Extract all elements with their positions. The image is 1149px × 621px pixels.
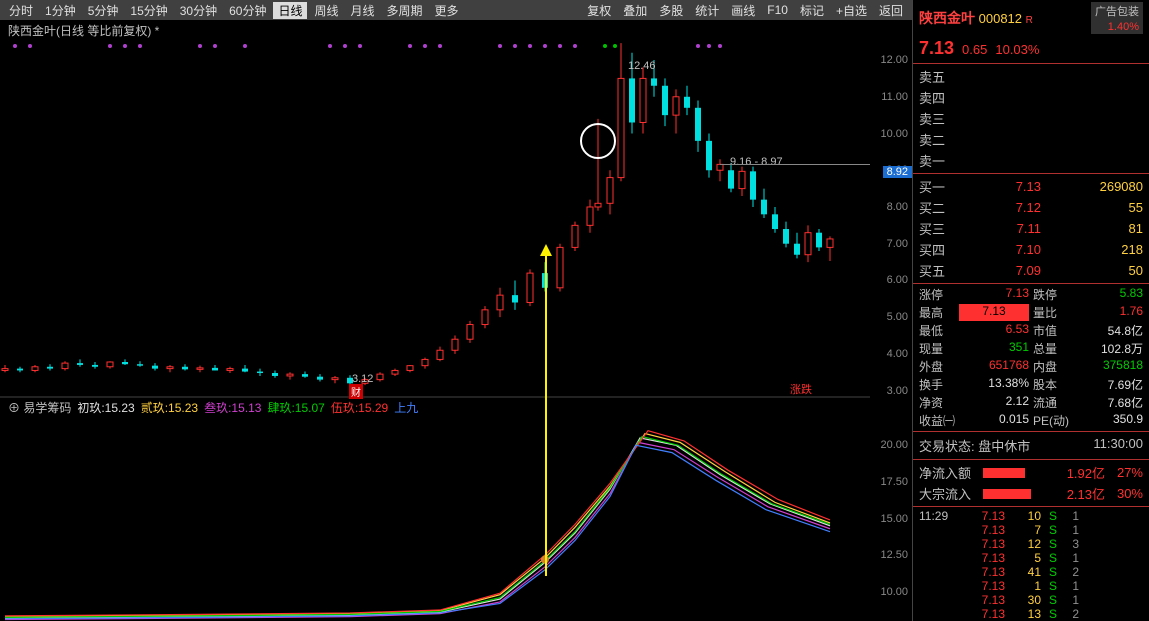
orderbook-row: 买五7.0950 xyxy=(913,260,1149,281)
hl-range-label: 9.16 - 8.97 xyxy=(730,156,783,168)
peak-price-label: 12.46 xyxy=(628,60,656,72)
period-月线[interactable]: 月线 xyxy=(346,2,380,19)
price-change: 0.65 xyxy=(962,42,987,57)
tick-row: 7.135S1 xyxy=(913,551,1149,565)
circle-annotation xyxy=(580,123,616,159)
price-y-axis: 12.0011.0010.009.008.007.006.005.004.003… xyxy=(872,38,912,398)
last-price: 7.13 xyxy=(919,38,954,59)
money-flow-rows: 净流入额1.92亿27%大宗流入2.13亿30% xyxy=(913,462,1149,504)
period-1分钟[interactable]: 1分钟 xyxy=(40,2,81,19)
period-5分钟[interactable]: 5分钟 xyxy=(83,2,124,19)
orderbook-row: 卖一 xyxy=(913,150,1149,171)
stock-code: 000812 xyxy=(979,11,1022,26)
ad-pct: 1.40% xyxy=(1091,20,1143,34)
orderbook-row: 卖三 xyxy=(913,108,1149,129)
stock-name: 陕西金叶 xyxy=(919,10,975,26)
period-分时[interactable]: 分时 xyxy=(4,2,38,19)
orderbook-row: 买三7.1181 xyxy=(913,218,1149,239)
flow-row: 净流入额1.92亿27% xyxy=(913,462,1149,483)
tick-row: 7.131S1 xyxy=(913,579,1149,593)
tool-复权[interactable]: 复权 xyxy=(582,2,616,19)
indicator-legend: ⊕ 易学筹码初玖:15.23贰玖:15.23叁玖:15.13肆玖:15.07伍玖… xyxy=(0,398,912,416)
period-更多[interactable]: 更多 xyxy=(430,2,464,19)
orderbook-row: 卖四 xyxy=(913,87,1149,108)
period-30分钟[interactable]: 30分钟 xyxy=(175,2,222,19)
horizontal-line xyxy=(720,164,870,165)
tick-row: 7.1312S3 xyxy=(913,537,1149,551)
tool-标记[interactable]: 标记 xyxy=(795,2,829,19)
orderbook-row: 买四7.10218 xyxy=(913,239,1149,260)
tool-统计[interactable]: 统计 xyxy=(690,2,724,19)
period-60分钟[interactable]: 60分钟 xyxy=(224,2,271,19)
orderbook-row: 买二7.1255 xyxy=(913,197,1149,218)
indicator-y-axis: 20.0017.5015.0012.5010.00 xyxy=(872,416,912,621)
price-candlestick-chart[interactable]: 12.0011.0010.009.008.007.006.005.004.003… xyxy=(0,38,912,398)
chart-subtitle: 陕西金叶(日线 等比前复权) * xyxy=(0,20,912,38)
ask-levels: 卖五卖四卖三卖二卖一 xyxy=(913,66,1149,171)
indicator-chart[interactable]: 20.0017.5015.0012.5010.00 xyxy=(0,416,912,621)
r-badge: R xyxy=(1026,15,1033,26)
tick-row: 7.1313S2 xyxy=(913,607,1149,621)
tool-+自选[interactable]: +自选 xyxy=(831,2,872,19)
tick-row: 7.137S1 xyxy=(913,523,1149,537)
period-日线[interactable]: 日线 xyxy=(273,2,307,19)
flow-row: 大宗流入2.13亿30% xyxy=(913,483,1149,504)
yellow-arrow-annotation xyxy=(545,256,547,576)
zd-label: 涨跌 xyxy=(790,381,812,397)
orderbook-row: 卖二 xyxy=(913,129,1149,150)
time-period-toolbar: 分时1分钟5分钟15分钟30分钟60分钟日线周线月线多周期更多 复权叠加多股统计画… xyxy=(0,0,912,20)
cai-marker: 财 xyxy=(349,384,363,399)
current-price-badge: 8.92 xyxy=(883,166,912,178)
tool-F10[interactable]: F10 xyxy=(762,3,793,17)
period-多周期[interactable]: 多周期 xyxy=(382,2,428,19)
price-change-pct: 10.03% xyxy=(995,42,1039,57)
tool-返回[interactable]: 返回 xyxy=(874,2,908,19)
ad-label[interactable]: 广告包装 xyxy=(1091,2,1143,20)
tick-row: 7.1341S2 xyxy=(913,565,1149,579)
tick-row: 7.1330S1 xyxy=(913,593,1149,607)
trade-status-row: 交易状态: 盘中休市 11:30:00 xyxy=(913,434,1149,457)
tick-row: 11:297.1310S1 xyxy=(913,509,1149,523)
period-周线[interactable]: 周线 xyxy=(309,2,343,19)
quote-sidebar: 陕西金叶 000812 R 广告包装 1.40% 7.13 0.65 10.03… xyxy=(912,0,1149,621)
stock-stats-grid: 涨停7.13跌停5.83最高7.13量比1.76最低6.53市值54.8亿现量3… xyxy=(913,286,1149,429)
tick-list: 11:297.1310S17.137S17.1312S37.135S17.134… xyxy=(913,509,1149,621)
tool-多股[interactable]: 多股 xyxy=(654,2,688,19)
tool-画线[interactable]: 画线 xyxy=(726,2,760,19)
period-15分钟[interactable]: 15分钟 xyxy=(125,2,172,19)
orderbook-row: 买一7.13269080 xyxy=(913,176,1149,197)
orderbook-row: 卖五 xyxy=(913,66,1149,87)
tool-叠加[interactable]: 叠加 xyxy=(618,2,652,19)
bid-levels: 买一7.13269080买二7.1255买三7.1181买四7.10218买五7… xyxy=(913,176,1149,281)
